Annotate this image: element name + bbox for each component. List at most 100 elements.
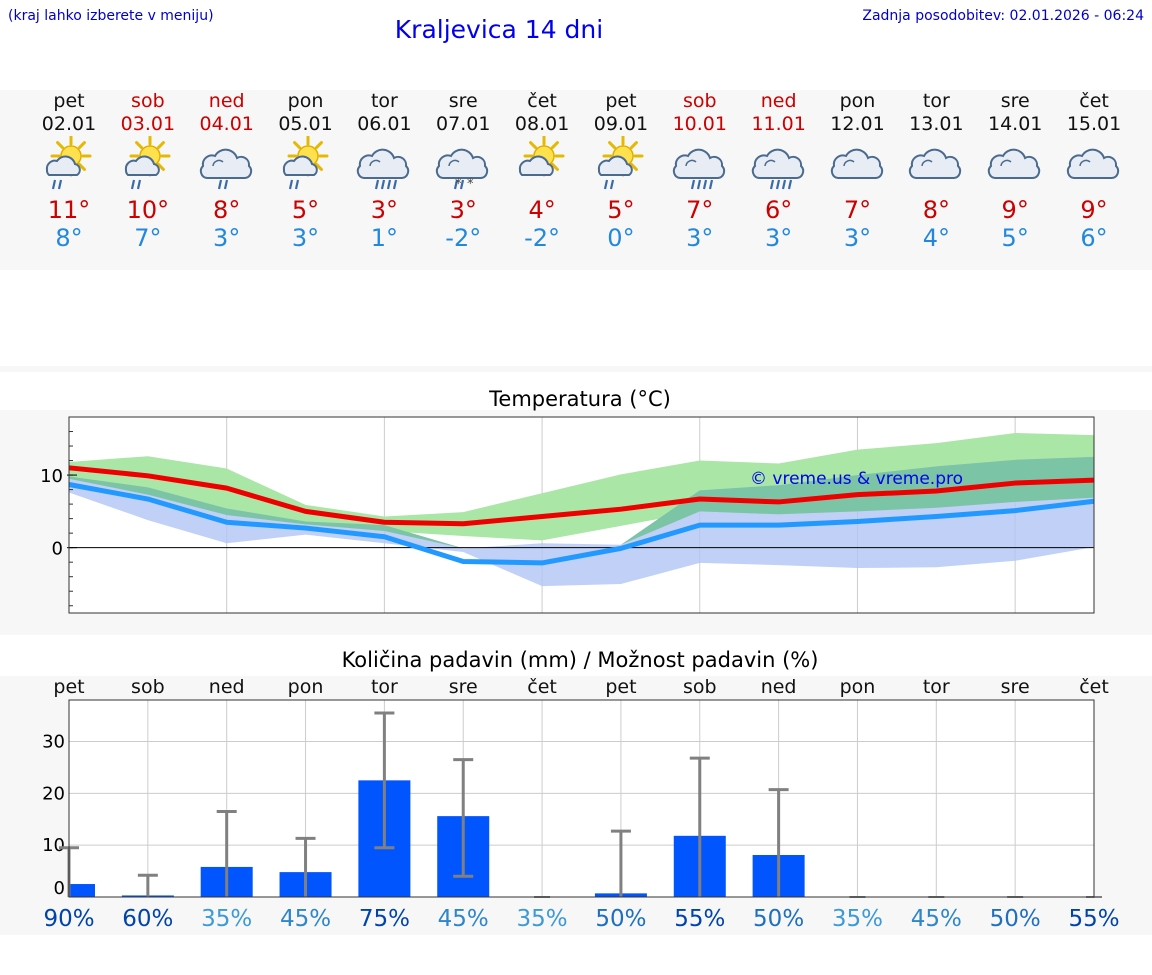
separator: [0, 366, 1152, 372]
min-temperature: -2°: [524, 224, 561, 252]
category-label: ned: [209, 676, 245, 698]
y-tick-label: 0: [52, 539, 63, 560]
category-label: sre: [449, 676, 478, 698]
day-date: 07.01: [436, 113, 491, 135]
day-column: pon 05.01 5° 3°: [266, 90, 346, 252]
svg-text:*: *: [455, 177, 462, 192]
cloud-rain-icon: [187, 136, 267, 196]
sun-cloud-rain-icon: [108, 135, 188, 196]
precipitation-chart: 0 10 20 30 pet sob ned pon tor sre čet pet sob ned pon…: [42, 676, 1119, 932]
cloud-heavy-rain-icon: [739, 136, 819, 196]
category-label: ned: [761, 676, 797, 698]
precip-probability: 45%: [438, 906, 489, 932]
plot-frame: [68, 699, 1095, 898]
min-temperature: 7°: [134, 224, 162, 252]
min-temperature-line: [68, 482, 1095, 566]
day-name: čet: [527, 90, 557, 112]
day-date: 14.01: [987, 113, 1043, 135]
day-name: tor: [922, 90, 950, 112]
day-column: pet 02.01 11° 8°: [29, 90, 109, 252]
cloud-snow-rain-icon: * *: [423, 136, 503, 196]
last-updated: Zadnja posodobitev: 02.01.2026 - 06:24: [862, 8, 1144, 24]
precip-probability: 55%: [1068, 906, 1119, 932]
max-temperature: 5°: [291, 196, 320, 224]
day-name: pon: [287, 90, 324, 112]
day-column: sre 07.01 * * 3° -2°: [423, 90, 503, 252]
y-tick-label: 10: [42, 835, 65, 856]
sun-cloud-rain-icon: [581, 135, 661, 196]
day-column: ned 04.01 8° 3°: [187, 90, 267, 252]
overlap-band: [69, 456, 1094, 549]
day-date: 10.01: [672, 113, 727, 135]
day-column: sob 03.01 10° 7°: [108, 90, 188, 252]
day-date: 04.01: [199, 113, 254, 135]
day-name: sob: [131, 90, 165, 112]
precip-probability: 35%: [832, 906, 883, 932]
day-name: ned: [760, 90, 797, 112]
sun-cloud-rain-icon: [29, 135, 109, 196]
precip-probability: 45%: [280, 906, 331, 932]
precip-probability: 90%: [43, 906, 94, 932]
max-temperature: 10°: [126, 196, 170, 224]
day-column: sob 10.01 7° 3°: [660, 90, 740, 252]
precipitation-chart-title: Količina padavin (mm) / Možnost padavin …: [341, 648, 819, 672]
min-temperature: 3°: [843, 224, 872, 252]
cloud-icon: [818, 136, 898, 196]
page-title: Kraljevica 14 dni: [394, 15, 604, 44]
category-label: pon: [288, 676, 324, 698]
day-column: tor 06.01 3° 1°: [344, 90, 424, 252]
watermark: © vreme.us & vreme.pro: [750, 469, 963, 489]
min-temperature: 5°: [1001, 224, 1029, 252]
day-column: sre 14.01 9° 5°: [975, 90, 1055, 252]
day-name: pet: [605, 90, 637, 112]
max-temperature: 8°: [922, 196, 950, 224]
svg-text:*: *: [467, 177, 474, 192]
precip-probability: 50%: [753, 906, 804, 932]
y-tick-label: 30: [42, 731, 65, 752]
sun-cloud-rain-icon: [266, 135, 346, 196]
day-column: tor 13.01 8° 4°: [896, 90, 976, 252]
max-temperature: 9°: [1080, 196, 1108, 224]
category-label: čet: [1079, 676, 1109, 698]
day-date: 02.01: [41, 113, 97, 135]
plot-area: [69, 700, 1094, 897]
y-tick-label: 10: [40, 466, 63, 487]
cloud-icon: [896, 136, 976, 196]
cloud-heavy-rain-icon: [344, 136, 424, 196]
sun-cloud-icon: [502, 135, 582, 196]
y-tick-label: 0: [54, 878, 65, 899]
day-column: ned 11.01 6° 3°: [739, 90, 819, 252]
day-date: 13.01: [909, 113, 964, 135]
day-name: pet: [53, 90, 85, 112]
day-date: 08.01: [514, 113, 570, 135]
precip-probability: 45%: [911, 906, 962, 932]
max-temperature: 9°: [1001, 196, 1029, 224]
min-temperature: 3°: [686, 224, 714, 252]
category-label: tor: [371, 676, 398, 698]
plot-frame: [68, 416, 1095, 614]
cloud-icon: [1054, 136, 1134, 196]
day-date: 03.01: [120, 113, 176, 135]
max-temperature: 5°: [607, 196, 635, 224]
min-temperature: 8°: [55, 224, 83, 252]
max-temperature: 7°: [843, 196, 872, 224]
min-temperature: 0°: [607, 224, 635, 252]
day-date: 06.01: [357, 113, 412, 135]
category-label: pon: [840, 676, 876, 698]
precip-probability: 55%: [674, 906, 725, 932]
day-date: 05.01: [278, 113, 333, 135]
day-date: 09.01: [593, 113, 649, 135]
location-hint[interactable]: (kraj lahko izberete v meniju): [8, 8, 214, 24]
day-column: pet 09.01 5° 0°: [581, 90, 661, 252]
category-label: sob: [683, 676, 717, 698]
category-label: tor: [923, 676, 950, 698]
day-column: čet 15.01 9° 6°: [1054, 90, 1134, 252]
max-temperature: 3°: [370, 196, 399, 224]
precip-probability: 50%: [595, 906, 646, 932]
day-name: ned: [208, 90, 245, 112]
day-name: sre: [1000, 90, 1030, 112]
min-temperature: 3°: [213, 224, 241, 252]
day-name: sob: [683, 90, 717, 112]
day-name: pon: [839, 90, 876, 112]
forecast-panel: [0, 90, 1152, 270]
